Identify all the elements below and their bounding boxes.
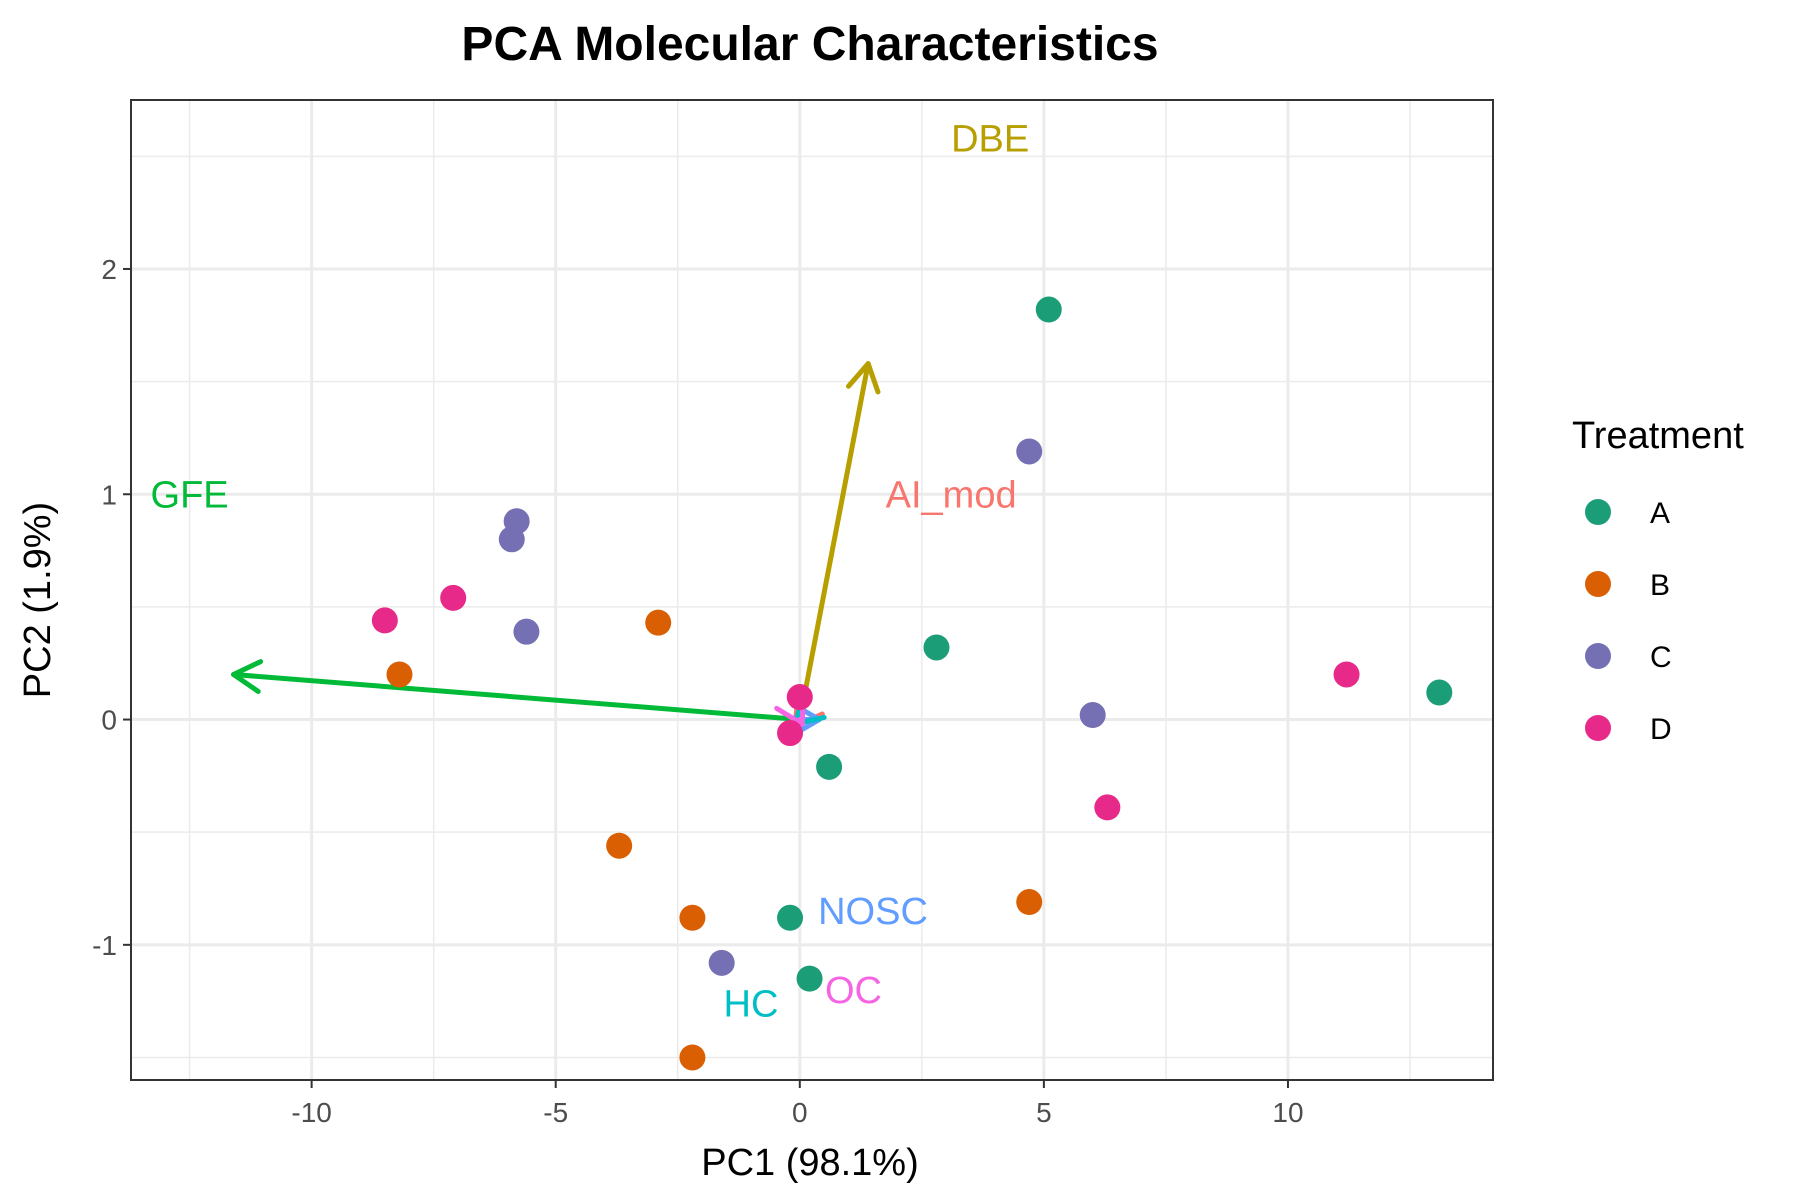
data-point-b (606, 832, 633, 859)
data-point-d (786, 684, 813, 711)
legend-key-a (1585, 499, 1611, 525)
data-point-b (1016, 889, 1043, 916)
y-tick-label: -1 (92, 930, 117, 961)
legend-label-b: B (1650, 569, 1670, 602)
data-point-b (679, 1044, 706, 1071)
data-point-c (708, 949, 735, 976)
x-tick-label: -10 (291, 1097, 331, 1128)
loading-shaft (797, 361, 871, 723)
data-point-a (777, 904, 804, 931)
data-point-b (386, 661, 413, 688)
legend-key-b (1585, 571, 1611, 597)
loading-label-hc: HC (724, 983, 779, 1025)
loading-label-nosc: NOSC (818, 891, 928, 933)
x-tick-label: 0 (792, 1097, 808, 1128)
x-tick-label: -5 (543, 1097, 568, 1128)
data-point-c (513, 618, 540, 645)
data-point-c (1016, 438, 1043, 465)
y-tick-label: 0 (101, 705, 117, 736)
loading-label-ai_mod: AI_mod (886, 474, 1017, 516)
data-point-a (796, 965, 823, 992)
loading-arrow-dbe (797, 361, 881, 723)
data-point-b (645, 609, 672, 636)
loading-label-gfe: GFE (151, 474, 229, 516)
chart-title: PCA Molecular Characteristics (461, 18, 1158, 71)
x-tick-label: 10 (1272, 1097, 1303, 1128)
data-point-d (371, 607, 398, 634)
legend-title: Treatment (1572, 415, 1744, 457)
loading-label-oc: OC (825, 970, 882, 1012)
data-point-b (679, 904, 706, 931)
x-axis-title: PC1 (98.1%) (701, 1142, 919, 1184)
data-point-a (1426, 679, 1453, 706)
data-point-a (816, 753, 843, 780)
data-point-d (777, 720, 804, 747)
plot-border (130, 99, 1494, 1081)
loading-label-dbe: DBE (951, 118, 1029, 160)
data-point-a (1035, 296, 1062, 323)
legend-label-d: D (1650, 713, 1672, 746)
y-tick-label: 2 (101, 254, 117, 285)
data-point-c (1079, 702, 1106, 729)
data-point-c (498, 526, 525, 553)
data-point-d (1094, 794, 1121, 821)
y-axis-title: PC2 (1.9%) (17, 502, 59, 698)
loading-arrow-gfe (231, 659, 803, 723)
x-tick-label: 5 (1036, 1097, 1052, 1128)
legend-key-d (1585, 715, 1611, 741)
data-point-d (1333, 661, 1360, 688)
loading-arrowhead (231, 659, 264, 694)
legend-label-a: A (1650, 497, 1670, 530)
legend-key-c (1585, 643, 1611, 669)
loading-arrowhead (846, 361, 881, 395)
data-point-a (923, 634, 950, 661)
data-point-d (440, 584, 467, 611)
y-tick-label: 1 (101, 479, 117, 510)
loading-shaft (231, 671, 803, 723)
legend: Treatment A B C D (1572, 415, 1744, 746)
legend-label-c: C (1650, 641, 1672, 674)
